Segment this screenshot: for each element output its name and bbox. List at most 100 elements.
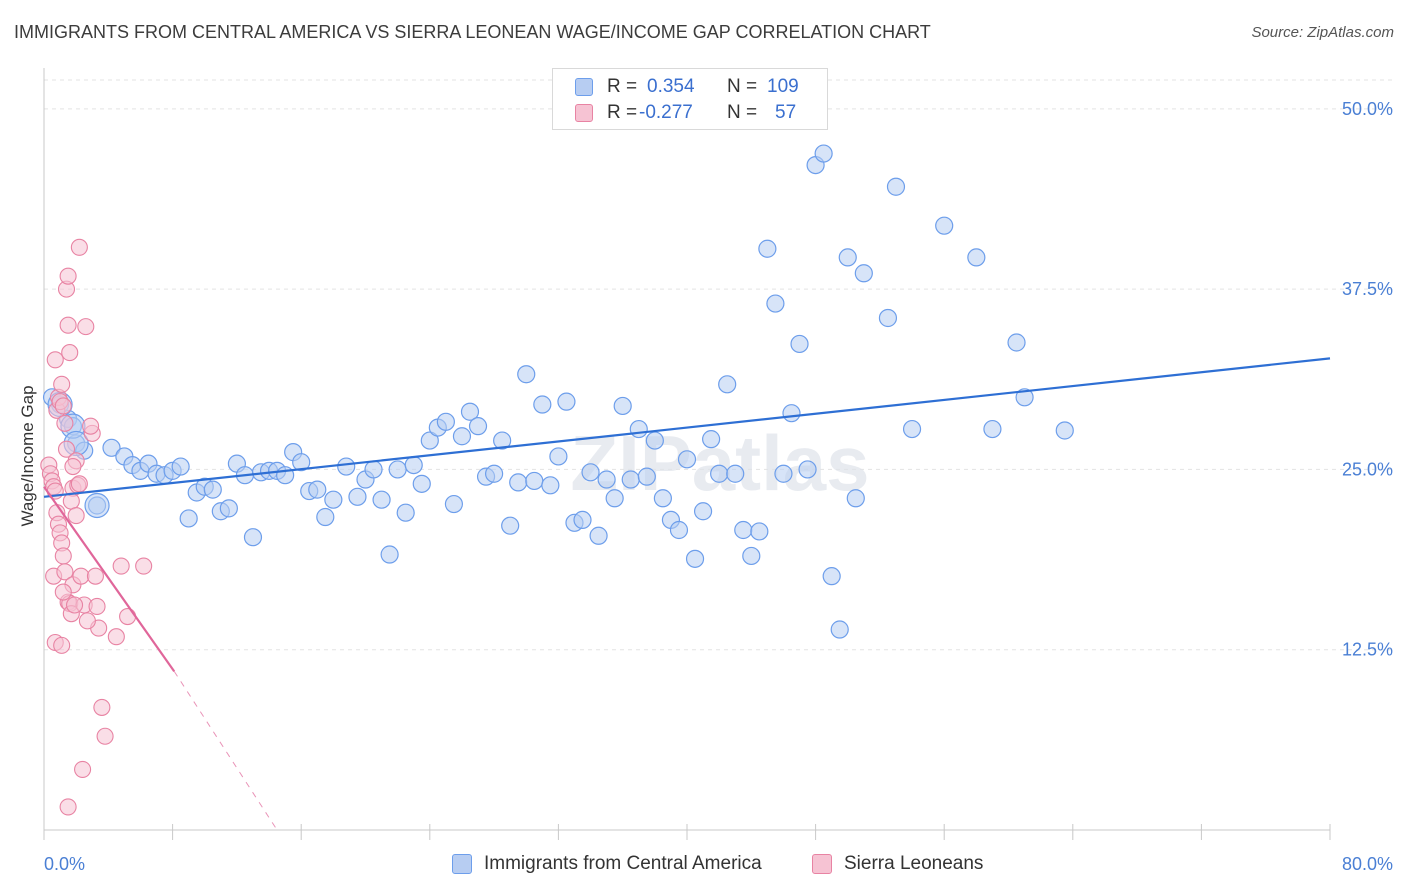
y-tick-labels: 12.5% 25.0% 37.5% 50.0% [1342, 99, 1393, 660]
data-point-central-america-large [84, 492, 110, 519]
data-point-central-america [468, 417, 488, 436]
data-point-sierra-leone [53, 375, 71, 393]
data-point-central-america [983, 419, 1002, 439]
data-point-sierra-leone [88, 597, 106, 615]
data-point-central-america [902, 419, 922, 439]
data-point-central-america [452, 427, 472, 446]
series-legend: Immigrants from Central America Sierra L… [0, 850, 1406, 880]
data-point-central-america [621, 470, 640, 489]
data-point-sierra-leone [70, 475, 88, 493]
legend-item-sierra-leone[interactable]: Sierra Leoneans [812, 850, 983, 878]
data-point-sierra-leone [119, 607, 137, 626]
data-point-central-america [324, 490, 343, 509]
data-point-sierra-leone [67, 507, 85, 525]
legend-item-central-america[interactable]: Immigrants from Central America [452, 850, 762, 878]
y-tick-label: 12.5% [1342, 640, 1393, 660]
data-point-central-america [581, 463, 600, 482]
data-point-central-america [412, 474, 431, 493]
data-point-sierra-leone [135, 557, 153, 575]
data-point-sierra-leone [82, 417, 100, 435]
data-point-central-america [693, 502, 713, 521]
data-point-central-america [629, 419, 648, 439]
data-point-central-america [1007, 333, 1026, 352]
data-point-central-america [677, 450, 697, 469]
data-point-central-america [460, 402, 480, 421]
x-tick-label-max: 80.0% [1342, 854, 1393, 874]
data-point-central-america [814, 144, 833, 163]
data-point-central-america [790, 334, 809, 354]
y-tick-label: 37.5% [1342, 279, 1393, 299]
data-point-sierra-leone [53, 636, 71, 654]
data-point-sierra-leone [57, 440, 76, 458]
data-point-sierra-leone [54, 547, 72, 565]
trend-line-central-america [43, 357, 1331, 498]
data-point-sierra-leone [59, 267, 77, 285]
data-point-central-america [782, 404, 801, 423]
data-point-central-america [750, 522, 769, 541]
data-point-central-america [171, 457, 190, 476]
data-point-central-america [830, 620, 849, 639]
data-point-central-america [645, 431, 664, 450]
data-point-central-america [589, 526, 608, 545]
trend-lines [43, 357, 1331, 831]
data-point-central-america [292, 453, 311, 472]
data-point-central-america [774, 464, 793, 483]
data-point-central-america [517, 365, 536, 384]
data-point-sierra-leone [46, 351, 64, 369]
data-point-central-america [102, 438, 121, 457]
data-point-central-america [372, 490, 391, 509]
data-point-central-america [886, 177, 906, 196]
legend-swatch-pink [812, 854, 832, 874]
data-point-central-america [219, 499, 238, 518]
data-point-central-america [509, 473, 528, 492]
data-point-central-america [404, 455, 423, 475]
data-point-central-america [878, 308, 898, 328]
legend-swatch-pink [575, 104, 593, 122]
data-point-central-america [967, 248, 986, 267]
data-point-central-america [766, 294, 785, 313]
data-point-central-america [541, 476, 560, 495]
data-point-central-america [420, 431, 439, 450]
data-point-central-america [710, 464, 729, 483]
legend-swatch-blue [575, 78, 593, 96]
data-point-central-america [1015, 388, 1034, 407]
data-point-central-america [846, 489, 865, 508]
data-point-central-america [1055, 421, 1074, 440]
legend-n-value: 109 [767, 76, 799, 97]
data-point-central-america [798, 460, 817, 479]
legend-label: Immigrants from Central America [484, 853, 762, 874]
data-point-sierra-leone [86, 567, 104, 585]
data-point-sierra-leone [54, 397, 72, 415]
data-point-sierra-leone [54, 583, 72, 601]
trend-line-sierra-leone-extrapolated [173, 671, 278, 831]
data-point-central-america [380, 545, 399, 564]
legend-r-value: -0.277 [639, 102, 693, 123]
trend-line-sierra-leone [43, 486, 176, 672]
legend-r-label: R = [607, 102, 638, 123]
data-point-central-america [179, 509, 198, 528]
data-point-central-america [388, 460, 407, 479]
series-sierra-leone-points [40, 238, 153, 816]
data-point-sierra-leone [72, 567, 90, 585]
data-point-sierra-leone [59, 316, 77, 334]
x-tick-labels: 0.0% 80.0% [44, 854, 1393, 874]
data-point-sierra-leone [61, 344, 79, 362]
legend-n-value: 57 [775, 102, 797, 123]
grid-lines [44, 79, 1392, 651]
data-point-sierra-leone [59, 798, 77, 816]
data-point-central-america [758, 239, 777, 258]
data-point-central-america [485, 464, 504, 483]
data-point-sierra-leone [65, 596, 84, 614]
data-point-central-america [613, 396, 632, 416]
chart-title: IMMIGRANTS FROM CENTRAL AMERICA VS SIERR… [14, 22, 931, 42]
data-point-central-america [653, 489, 672, 508]
data-point-sierra-leone [107, 628, 125, 646]
data-point-sierra-leone [70, 238, 88, 256]
data-point-central-america [348, 487, 367, 506]
data-point-central-america [557, 392, 576, 411]
data-point-central-america [702, 430, 721, 449]
correlation-legend: R = 0.354 N = 109 R = -0.277 N = 57 [552, 68, 828, 130]
data-point-central-america [436, 412, 455, 431]
y-axis-label: Wage/Income Gap [18, 385, 37, 526]
